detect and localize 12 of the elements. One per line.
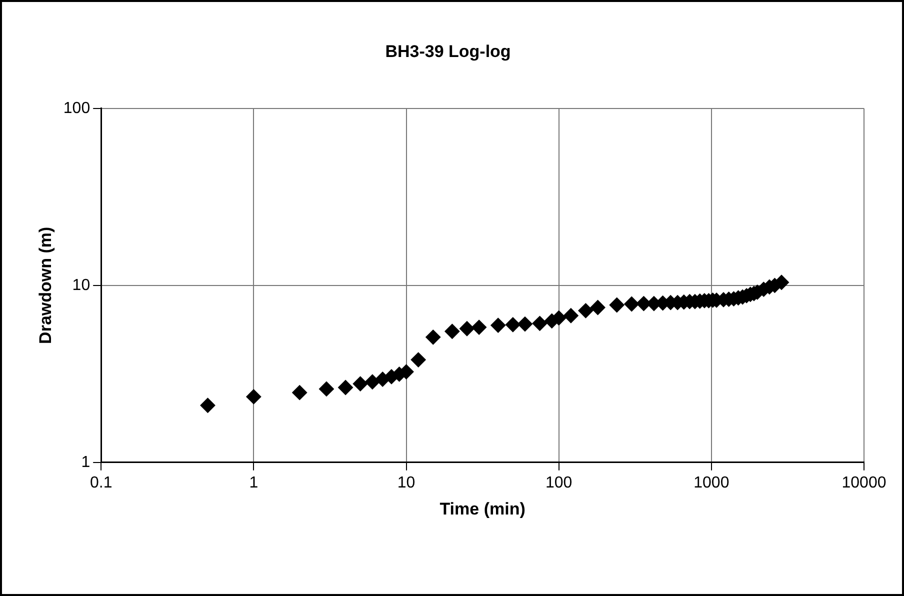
x-tick-label: 1: [249, 474, 258, 492]
x-tick-label: 100: [545, 474, 572, 492]
x-tick-label: 1000: [694, 474, 730, 492]
x-axis-title: Time (min): [440, 499, 526, 518]
chart-title: BH3-39 Log-log: [385, 42, 511, 61]
x-tick-label: 0.1: [90, 474, 112, 492]
x-tick-label: 10000: [842, 474, 886, 492]
y-tick-label: 10: [72, 276, 90, 294]
y-axis-title: Drawdown (m): [36, 226, 55, 344]
x-tick-label: 10: [397, 474, 416, 492]
y-tick-label: 1: [81, 454, 90, 471]
y-tick-label: 100: [63, 100, 90, 117]
